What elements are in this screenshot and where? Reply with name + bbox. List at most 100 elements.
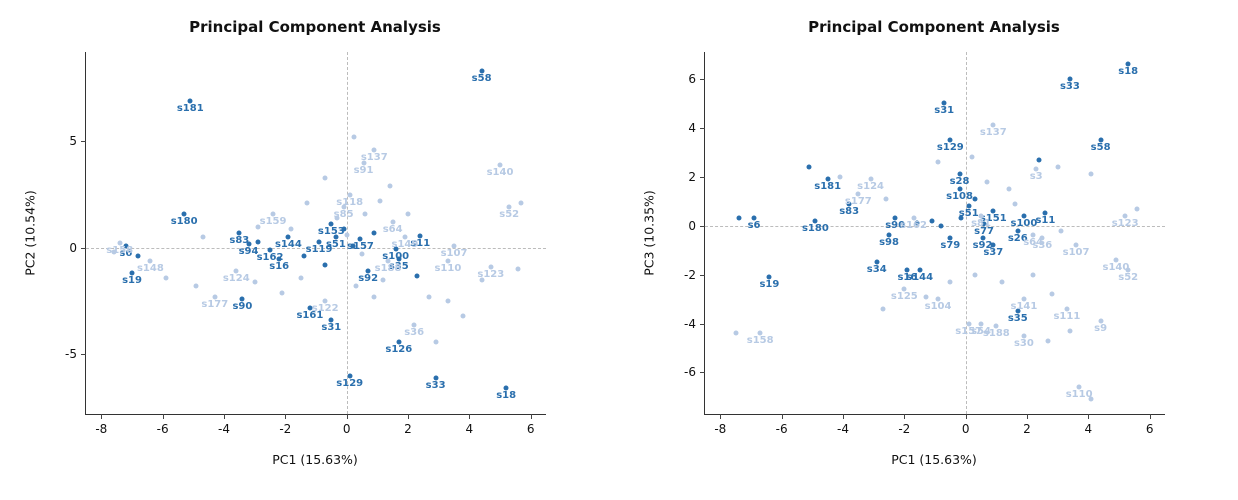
point-label: s9 xyxy=(1094,323,1108,335)
data-point xyxy=(736,215,742,221)
point-label: s83 xyxy=(229,235,250,246)
data-point xyxy=(938,223,944,229)
data-point xyxy=(1073,242,1079,248)
point-label: s54 xyxy=(971,325,991,337)
point-label: s52 xyxy=(1118,271,1139,283)
x-tick-label: -6 xyxy=(156,422,169,436)
data-point xyxy=(246,241,252,247)
data-point xyxy=(990,242,996,248)
data-point xyxy=(914,220,920,226)
point-label: s180 xyxy=(170,215,198,227)
data-point xyxy=(316,239,322,245)
point-label: s83 xyxy=(839,205,860,217)
data-point xyxy=(322,175,328,181)
data-point xyxy=(1012,201,1018,207)
zero-line-horizontal xyxy=(86,247,546,249)
data-point xyxy=(328,317,334,323)
plot-area: -8 -6 -4 -2 0 2 4 6 -6 -4 -2 0 2 4 6 s18 s33 s31 s129 s58 s1… xyxy=(684,52,1165,436)
data-point xyxy=(353,283,359,289)
data-point xyxy=(1039,235,1045,241)
x-tick-mark xyxy=(1027,414,1028,419)
y-tick-label: 2 xyxy=(688,169,696,184)
data-point xyxy=(1030,232,1036,238)
x-tick-mark xyxy=(408,414,409,419)
data-point xyxy=(279,290,285,296)
point-label: s144 xyxy=(274,239,302,251)
data-point xyxy=(958,215,964,221)
data-point xyxy=(298,275,304,281)
data-point xyxy=(855,191,861,197)
data-point xyxy=(1030,272,1036,278)
data-point xyxy=(377,198,383,204)
data-point xyxy=(503,385,509,391)
data-point xyxy=(886,232,892,238)
data-point xyxy=(1122,213,1128,219)
point-label: s36 xyxy=(1032,239,1053,251)
point-label: s104 xyxy=(924,301,952,313)
point-label: s124 xyxy=(857,181,885,193)
data-point xyxy=(733,330,739,336)
point-label: s107 xyxy=(1062,247,1090,259)
data-point xyxy=(393,246,399,252)
data-point xyxy=(411,322,417,328)
point-label: s77 xyxy=(974,226,994,238)
point-label: s26 xyxy=(1007,232,1028,244)
data-point xyxy=(341,204,347,210)
point-label: s108 xyxy=(946,190,973,202)
point-label: s6 xyxy=(119,247,133,259)
data-point xyxy=(1033,166,1039,172)
data-point xyxy=(371,147,377,153)
data-point xyxy=(255,224,261,230)
point-label: s151 xyxy=(979,212,1007,224)
x-tick-label: 0 xyxy=(961,422,970,436)
point-label: s123 xyxy=(477,269,505,281)
data-point xyxy=(460,313,466,319)
data-point xyxy=(385,258,391,264)
x-tick-label: -2 xyxy=(279,422,292,436)
data-point xyxy=(426,294,432,300)
point-label: s110 xyxy=(434,262,462,274)
data-point xyxy=(193,283,199,289)
x-tick-mark xyxy=(965,414,967,419)
point-label: s51 xyxy=(325,239,346,251)
y-tick-label: -5 xyxy=(65,347,77,362)
x-tick-label: -6 xyxy=(775,422,788,436)
data-point xyxy=(276,256,282,262)
data-point xyxy=(1021,296,1027,302)
point-label: s124 xyxy=(222,273,250,285)
x-tick-label: 4 xyxy=(465,422,474,436)
point-label: s81 xyxy=(971,217,991,229)
point-label: s100 xyxy=(1010,217,1038,229)
point-label: s64 xyxy=(382,224,403,236)
data-point xyxy=(380,277,386,283)
data-point xyxy=(396,339,402,345)
point-label: s137 xyxy=(979,127,1007,139)
point-label: s100 xyxy=(382,250,410,262)
point-label: s158 xyxy=(106,244,134,256)
data-point xyxy=(904,267,910,273)
point-label: s181 xyxy=(176,102,204,114)
data-point xyxy=(304,200,310,206)
chart-title: Principal Component Analysis xyxy=(189,18,441,36)
data-point xyxy=(129,270,135,276)
point-label: s137 xyxy=(360,151,388,163)
data-point xyxy=(806,164,812,170)
point-label: s90 xyxy=(885,220,906,232)
data-point xyxy=(445,258,451,264)
data-point xyxy=(1088,396,1094,402)
y-tick-mark xyxy=(700,176,705,178)
point-label: s153 xyxy=(317,226,345,238)
x-tick-mark xyxy=(101,414,103,419)
data-point xyxy=(812,218,818,224)
x-axis-label: PC1 (15.63%) xyxy=(891,452,977,467)
data-point xyxy=(518,200,524,206)
data-point xyxy=(497,162,503,168)
x-tick-label: -4 xyxy=(837,422,849,436)
data-point xyxy=(357,236,363,242)
data-point xyxy=(350,243,356,249)
y-axis-label: PC2 (10.54%) xyxy=(22,190,38,276)
data-point xyxy=(1021,213,1027,219)
point-label: s6 xyxy=(747,220,761,232)
data-point xyxy=(935,159,941,165)
